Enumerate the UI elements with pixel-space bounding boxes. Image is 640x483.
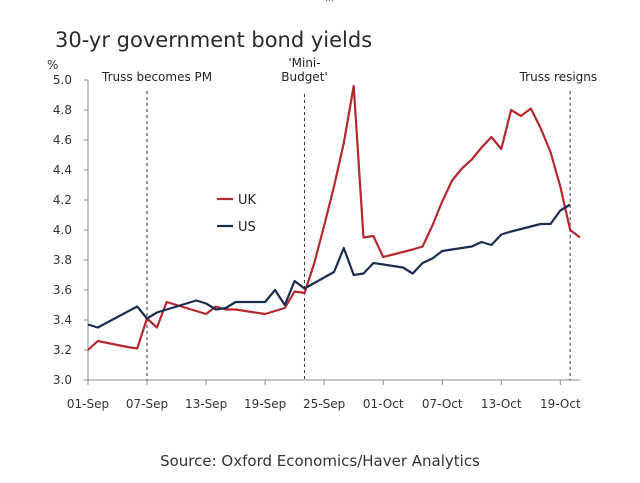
legend-label-uk: UK [238, 193, 257, 208]
cropped-header-glyph: ... [325, 0, 334, 4]
chart-title: 30-yr government bond yields [55, 28, 373, 52]
y-tick-label: 4.8 [53, 103, 72, 117]
event-label: Truss becomes PM [101, 70, 212, 84]
y-tick-label: 3.0 [53, 373, 72, 387]
x-tick-label: 13-Oct [481, 397, 522, 411]
y-tick-label: 4.2 [53, 193, 72, 207]
y-tick-label: 4.4 [53, 163, 72, 177]
axes: % 3.0 3.2 3.4 3.6 3.8 4.0 4.2 4.4 4.6 4.8 5.0 01-Sep… [47, 58, 581, 411]
event-annotations: Truss becomes PM 'Mini-Budget' Truss resig… [101, 56, 597, 380]
series-lines [87, 84, 581, 351]
y-tick-label: 3.4 [53, 313, 72, 327]
x-tick-label: 13-Sep [185, 397, 227, 411]
y-tick-label: 5.0 [53, 73, 72, 87]
x-tick-label: 25-Sep [303, 397, 345, 411]
legend-label-us: US [238, 220, 256, 235]
source-note: Source: Oxford Economics/Haver Analytics [160, 452, 480, 470]
y-tick-label: 3.2 [53, 343, 72, 357]
y-tick-label: 4.6 [53, 133, 72, 147]
legend: UK US [217, 193, 257, 235]
y-axis-unit-label: % [47, 58, 58, 72]
event-label: Truss resigns [519, 70, 598, 84]
x-tick-label: 07-Sep [126, 397, 168, 411]
x-tick-label: 19-Sep [244, 397, 286, 411]
y-tick-label: 3.6 [53, 283, 72, 297]
event-label: 'Mini- [288, 56, 320, 70]
event-label: Budget' [281, 70, 327, 84]
x-tick-label: 01-Oct [363, 397, 404, 411]
series-line-us [87, 203, 571, 329]
y-tick-label: 3.8 [53, 253, 72, 267]
x-tick-label: 01-Sep [67, 397, 109, 411]
x-tick-label: 19-Oct [540, 397, 581, 411]
x-tick-label: 07-Oct [422, 397, 463, 411]
y-tick-label: 4.0 [53, 223, 72, 237]
